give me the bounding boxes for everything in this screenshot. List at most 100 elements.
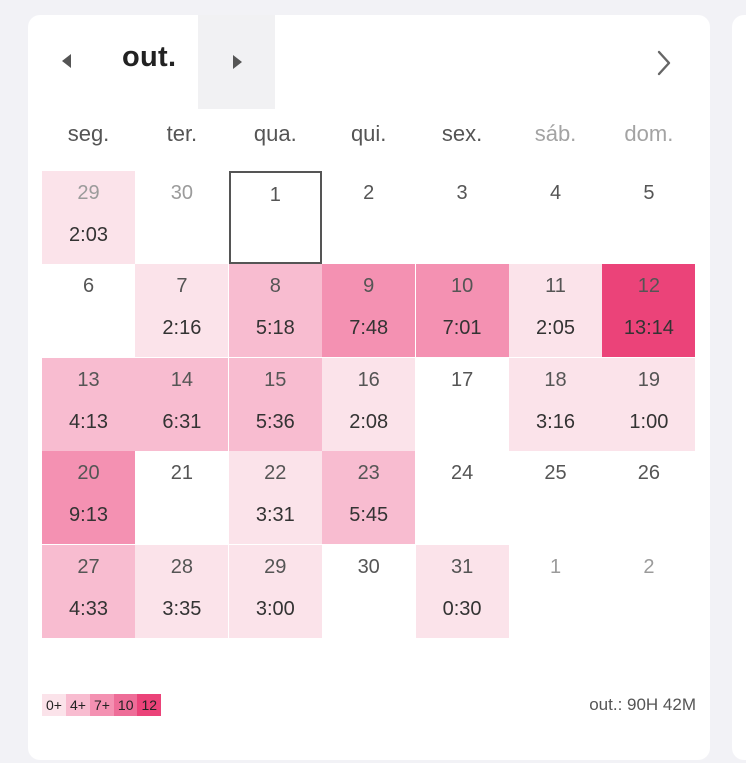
calendar-day[interactable]: 8 5:18	[228, 264, 322, 358]
day-number: 22	[264, 462, 287, 485]
weekday-label: seg.	[67, 121, 110, 146]
calendar-day[interactable]: 2	[602, 544, 696, 638]
day-number: 28	[170, 555, 194, 578]
legend-item: 0+	[42, 694, 66, 716]
legend-item: 10	[113, 694, 138, 716]
next-month-button[interactable]	[198, 15, 275, 109]
day-number: 15	[264, 368, 287, 391]
day-number: 21	[170, 462, 194, 485]
weekday-label: qui.	[350, 121, 387, 146]
day-number: 17	[450, 368, 474, 391]
calendar-day[interactable]: 19 1:00	[602, 357, 696, 451]
calendar-grid: 29 2:03 30 1 2 3 4 5 6 7 2:16 8 5:18 9 7:48 10 7:01 11 2:0…	[42, 171, 696, 639]
forward-button[interactable]	[644, 45, 684, 81]
calendar-day[interactable]: 29 2:03	[42, 171, 135, 264]
day-number: 3	[456, 182, 468, 204]
calendar-day[interactable]: 7 2:16	[135, 264, 229, 358]
weekday-header-row: seg. ter. qua. qui. sex. sáb. dom.	[42, 121, 696, 155]
weekday-label: sáb.	[534, 121, 577, 146]
day-duration: 7:48	[349, 317, 389, 340]
calendar-day[interactable]: 6	[42, 264, 135, 358]
day-duration: 3:16	[536, 410, 575, 433]
day-number: 31	[450, 555, 474, 578]
calendar-day[interactable]: 10 7:01	[415, 264, 509, 358]
day-number: 11	[545, 275, 566, 298]
calendar-day[interactable]: 17	[415, 357, 509, 451]
day-duration: 0:30	[442, 597, 482, 620]
calendar-day[interactable]: 12 13:14	[602, 264, 696, 358]
day-number: 29	[77, 182, 100, 204]
legend-item: 12	[137, 694, 162, 716]
calendar-day[interactable]: 20 9:13	[42, 451, 135, 545]
legend-item: 7+	[89, 694, 114, 716]
day-number: 27	[77, 555, 100, 578]
day-number: 30	[357, 555, 380, 578]
calendar-day[interactable]: 22 3:31	[228, 451, 322, 545]
calendar-day-today[interactable]: 1	[228, 171, 322, 264]
day-duration: 4:13	[69, 410, 108, 433]
calendar-day[interactable]: 23 5:45	[322, 451, 416, 545]
calendar-day[interactable]: 4	[509, 171, 602, 264]
day-number: 16	[357, 368, 380, 391]
calendar-day[interactable]: 30	[135, 171, 229, 264]
day-duration: 5:18	[255, 317, 295, 340]
triangle-left-icon	[62, 54, 71, 68]
previous-month-button[interactable]	[50, 45, 82, 77]
day-duration: 13:14	[623, 317, 674, 340]
day-number: 12	[637, 275, 661, 298]
day-number: 2	[643, 555, 655, 578]
day-duration: 3:35	[162, 597, 202, 620]
calendar-day[interactable]: 29 3:00	[228, 544, 322, 638]
day-number: 14	[170, 368, 194, 391]
day-duration: 7:01	[442, 317, 482, 340]
calendar-day[interactable]: 30	[322, 544, 416, 638]
day-number: 6	[82, 275, 95, 298]
day-number: 1	[269, 184, 281, 206]
calendar-day[interactable]: 15 5:36	[228, 357, 322, 451]
calendar-day[interactable]: 21	[135, 451, 229, 545]
day-duration: 2:16	[162, 317, 202, 340]
weekday-label: qua.	[253, 121, 297, 146]
calendar-day[interactable]: 25	[509, 451, 602, 545]
calendar-day[interactable]: 5	[602, 171, 696, 264]
calendar-day[interactable]: 16 2:08	[322, 357, 416, 451]
calendar-day[interactable]: 24	[415, 451, 509, 545]
day-duration: 2:03	[69, 224, 108, 246]
day-duration: 3:31	[255, 504, 295, 527]
day-number: 24	[450, 462, 474, 485]
adjacent-card	[732, 15, 746, 760]
calendar-day[interactable]: 11 2:05	[509, 264, 602, 358]
month-total: out.: 90H 42M	[589, 695, 696, 714]
calendar-day[interactable]: 18 3:16	[509, 357, 602, 451]
day-number: 13	[77, 368, 100, 391]
weekday-label: ter.	[166, 121, 198, 146]
calendar-header: out.	[28, 15, 710, 109]
day-duration: 1:00	[629, 410, 669, 433]
day-number: 5	[643, 182, 655, 204]
calendar-day[interactable]: 2	[322, 171, 416, 264]
calendar-day[interactable]: 26	[602, 451, 696, 545]
legend-item: 4+	[65, 694, 90, 716]
calendar-day[interactable]: 1	[509, 544, 602, 638]
day-number: 4	[549, 182, 562, 204]
day-number: 10	[450, 275, 474, 298]
day-duration: 2:05	[536, 317, 575, 340]
day-number: 18	[544, 368, 567, 391]
day-duration: 3:00	[255, 597, 295, 620]
calendar-card: out. seg. ter. qua. qui. sex. sáb. dom. 29 2:03…	[28, 15, 710, 760]
calendar-day[interactable]: 28 3:35	[135, 544, 229, 638]
day-number: 2	[363, 182, 375, 204]
day-number: 1	[549, 555, 562, 578]
color-legend: 0+ 4+ 7+ 10 12	[42, 694, 162, 716]
day-duration: 5:45	[349, 504, 389, 527]
calendar-day[interactable]: 9 7:48	[322, 264, 416, 358]
calendar-day[interactable]: 13 4:13	[42, 357, 135, 451]
weekday-label: dom.	[624, 121, 674, 146]
day-number: 23	[357, 462, 380, 485]
calendar-day[interactable]: 31 0:30	[415, 544, 509, 638]
calendar-day[interactable]: 3	[415, 171, 509, 264]
calendar-day[interactable]: 14 6:31	[135, 357, 229, 451]
day-number: 20	[77, 462, 100, 485]
calendar-day[interactable]: 27 4:33	[42, 544, 135, 638]
day-number: 30	[170, 182, 194, 204]
